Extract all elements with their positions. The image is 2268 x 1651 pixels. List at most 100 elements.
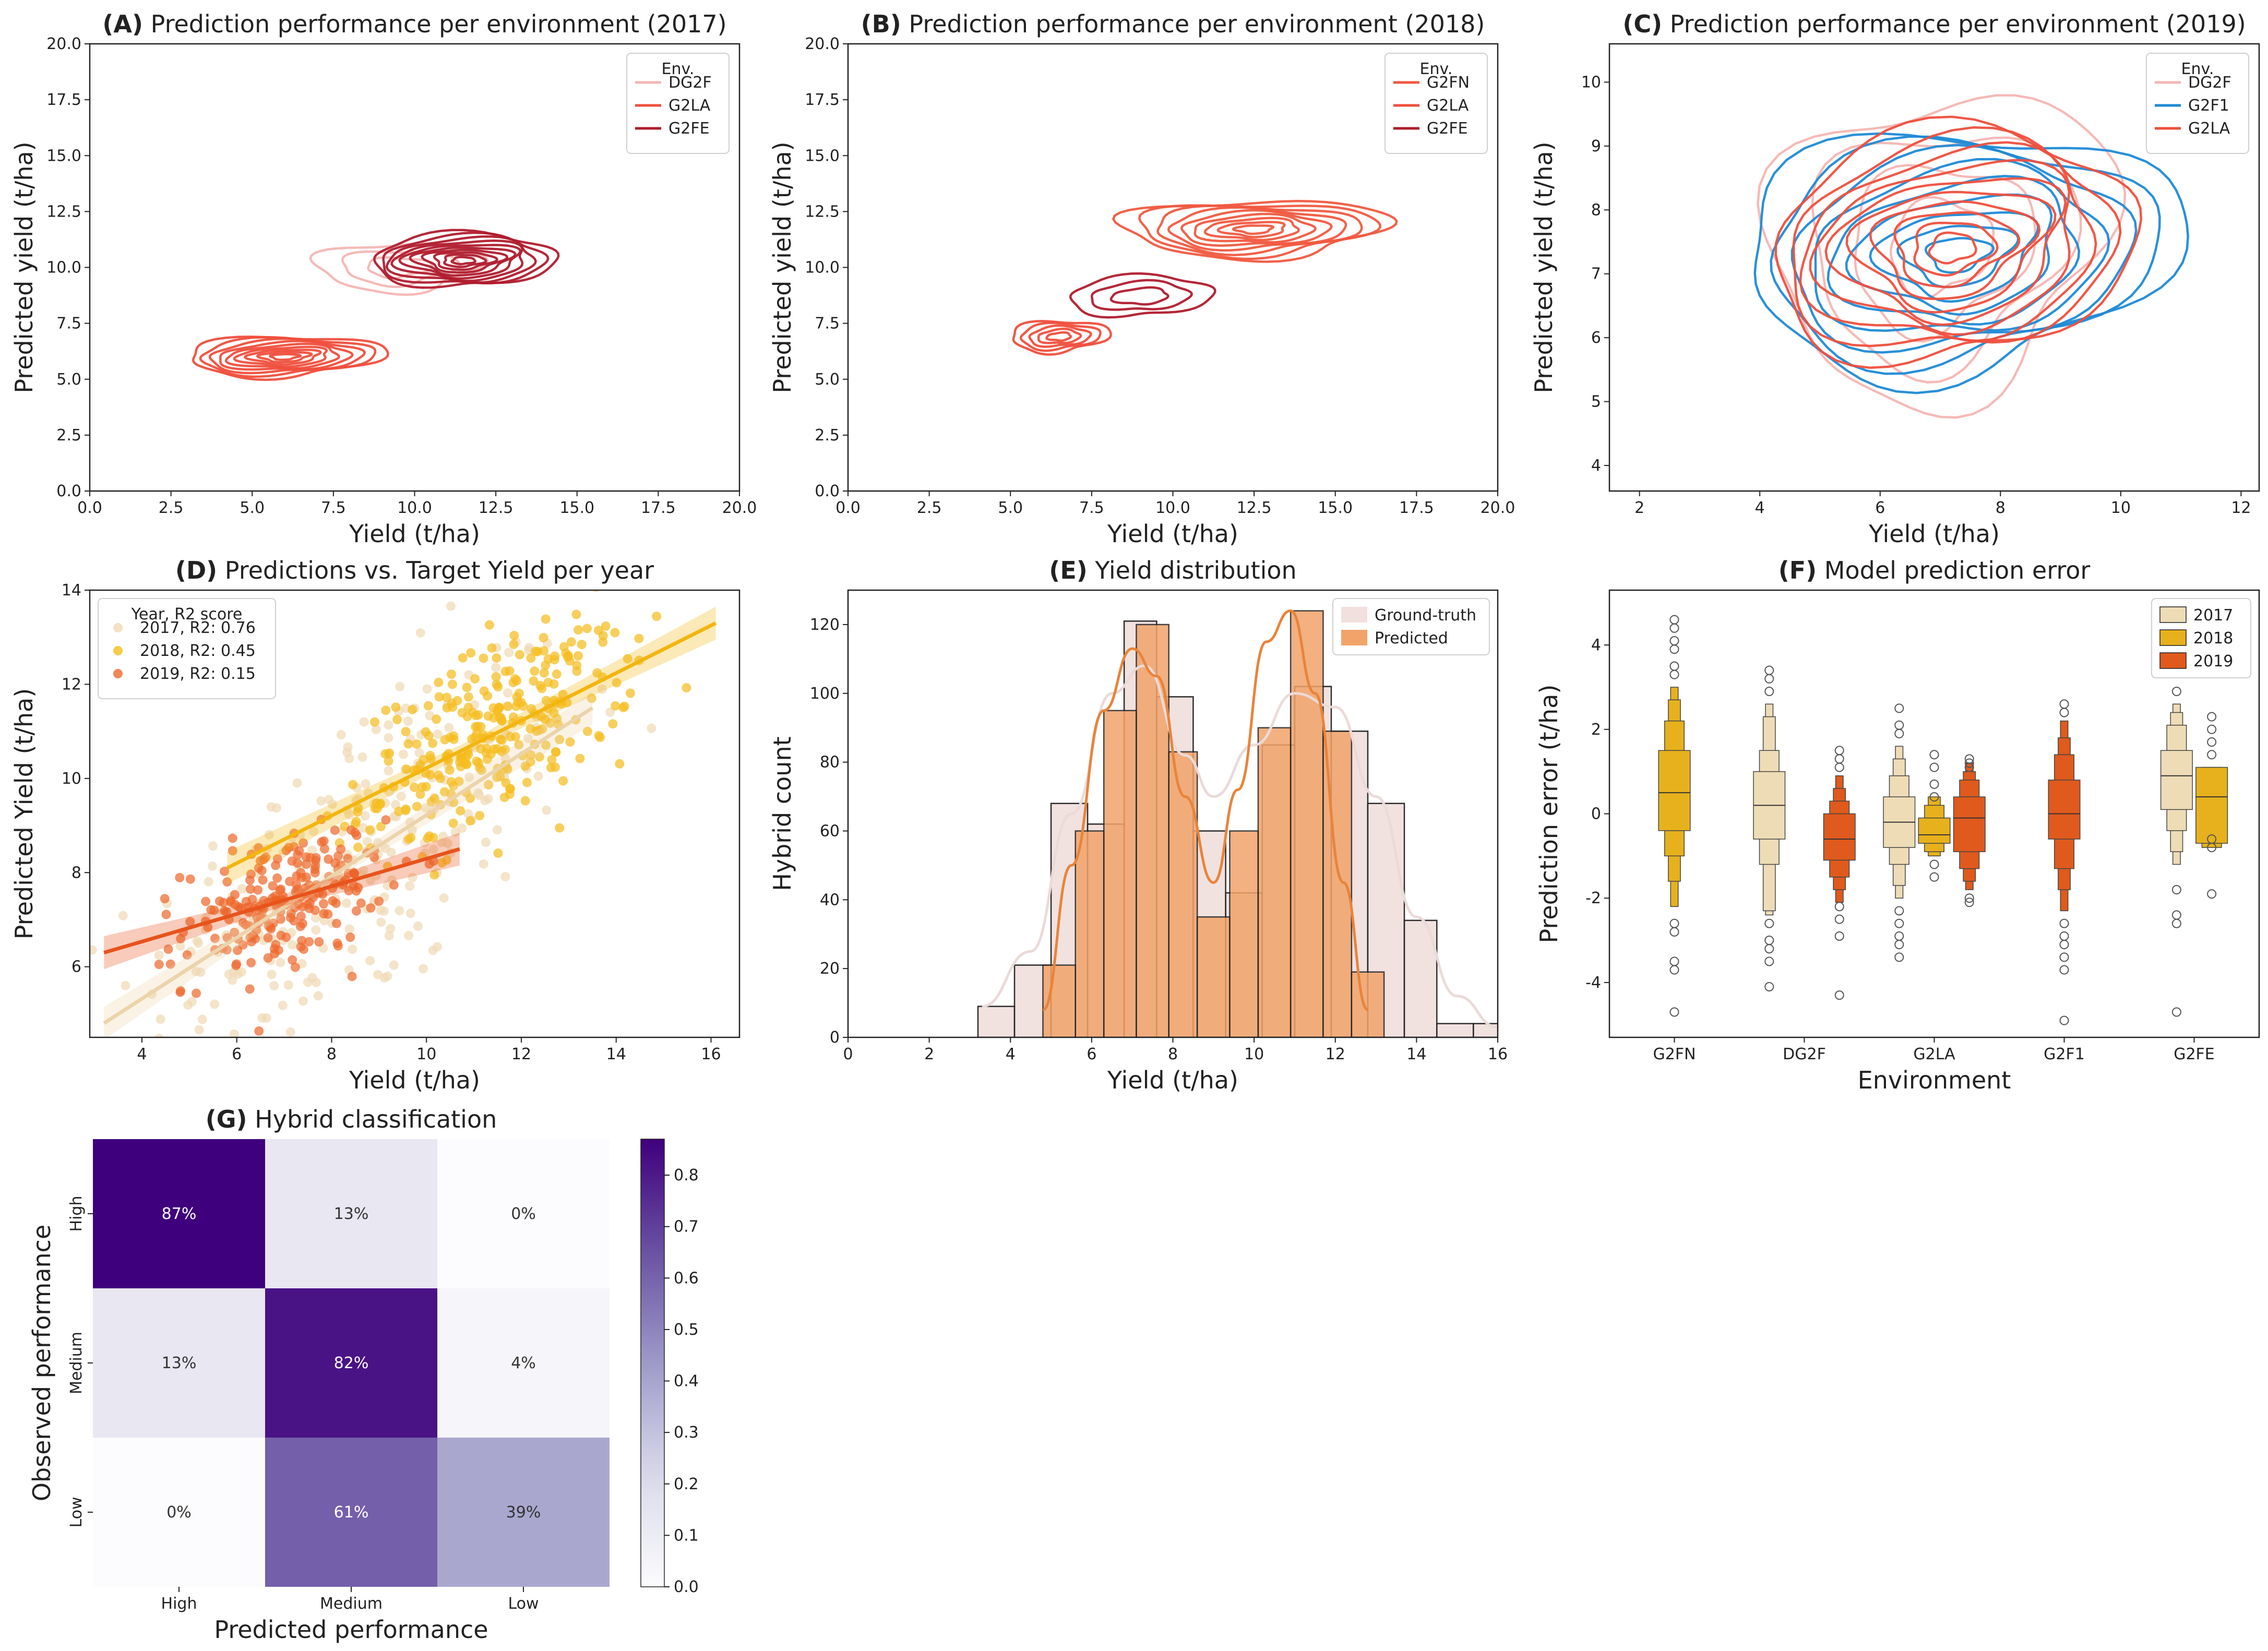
legend-entry: Predicted (1375, 629, 1448, 648)
scatter-point (472, 756, 482, 766)
scatter-point (402, 764, 411, 774)
scatter-point (547, 755, 557, 764)
contour-line (1792, 126, 2122, 348)
scatter-point (434, 692, 444, 702)
legend-title: Env. (662, 60, 695, 78)
y-tick-label: 0.0 (815, 482, 840, 500)
x-tick-label: 5.0 (998, 499, 1023, 517)
y-tick-label: 2.5 (56, 426, 81, 445)
scatter-point (331, 918, 341, 928)
boxen-box (2048, 780, 2081, 840)
scatter-point (605, 707, 615, 717)
x-tick-label: 10 (416, 1045, 436, 1063)
scatter-point (208, 841, 218, 851)
scatter-point (462, 683, 472, 692)
scatter-point (253, 885, 263, 895)
scatter-point (555, 823, 565, 833)
scatter-point (594, 731, 604, 740)
contour-line (367, 256, 434, 280)
outlier-point (1929, 750, 1939, 760)
scatter-point (391, 702, 401, 712)
scatter-point (572, 661, 582, 671)
scatter-point (301, 852, 311, 862)
scatter-point (336, 844, 345, 854)
scatter-point (464, 772, 474, 782)
contour-line (1809, 159, 2071, 336)
outlier-point (1834, 990, 1844, 1000)
scatter-point (403, 716, 413, 726)
legend: Env.G2FN G2LA G2FE (1384, 53, 1488, 154)
contour-line (224, 342, 341, 370)
scatter-point (318, 889, 327, 899)
y-tick-label: Low (67, 1497, 86, 1527)
y-tick-label: 4 (1591, 457, 1601, 475)
y-tick-label: 7.5 (56, 315, 81, 333)
scatter-point (508, 712, 518, 722)
panel-title: (A) Prediction performance per environme… (102, 10, 726, 38)
contour-line (1028, 324, 1092, 348)
scatter-point (592, 668, 602, 678)
scatter-point (365, 956, 375, 966)
y-tick-label: 20.0 (805, 35, 840, 53)
scatter-point (278, 1000, 288, 1010)
x-tick-label: 12.5 (479, 499, 514, 517)
scatter-point (285, 913, 295, 923)
outlier-point (1834, 754, 1844, 764)
scatter-point (208, 862, 218, 871)
boxen-box (1953, 796, 1986, 853)
scatter-point (526, 653, 536, 663)
outlier-point (1764, 956, 1774, 966)
scatter-point (410, 782, 419, 792)
scatter-point (310, 864, 320, 874)
scatter-point (254, 863, 264, 873)
scatter-point (447, 698, 457, 708)
scatter-point (269, 981, 279, 991)
panel-label: (E) (1049, 556, 1087, 584)
scatter-point (264, 830, 274, 840)
scatter-point (550, 655, 559, 665)
scatter-point (652, 612, 662, 621)
panel-title: (D) Predictions vs. Target Yield per yea… (175, 556, 654, 584)
y-tick-label: 2.5 (815, 426, 840, 445)
scatter-point (268, 881, 278, 891)
outlier-point (2059, 708, 2069, 717)
scatter-point (541, 660, 551, 670)
outlier-point (2171, 885, 2181, 895)
x-tick-label: 10.0 (1155, 499, 1190, 517)
scatter-point (401, 804, 411, 814)
scatter-point (245, 884, 255, 894)
contour-line (1913, 221, 1999, 277)
scatter-point (428, 833, 438, 843)
histogram-bar (1168, 751, 1198, 1037)
scatter-point (565, 656, 575, 666)
outlier-point (1669, 636, 1679, 646)
scatter-point (345, 932, 355, 942)
scatter-point (175, 987, 185, 997)
scatter-point (444, 723, 454, 733)
outlier-point (1669, 661, 1679, 671)
kde-curve (1042, 609, 1369, 1011)
outlier-point (1764, 674, 1774, 684)
scatter-point (194, 938, 204, 948)
outlier-point (1669, 623, 1679, 633)
scatter-point (597, 684, 607, 694)
scatter-point (612, 678, 622, 688)
y-tick-label: 0 (1591, 805, 1601, 823)
scatter-point (395, 681, 405, 691)
contour-line (256, 351, 313, 364)
outlier-point (2207, 724, 2217, 734)
scatter-point (86, 1094, 95, 1103)
histogram-bar (1257, 727, 1292, 1037)
x-axis-label: Yield (t/ha) (1107, 1066, 1238, 1094)
scatter-point (90, 945, 97, 955)
x-axis-label: Yield (t/ha) (349, 1066, 480, 1094)
x-tick-label: 10.0 (397, 499, 432, 517)
panel-title: (F) Model prediction error (1778, 556, 2091, 584)
x-tick-label: G2FN (1653, 1045, 1696, 1063)
outlier-point (1764, 944, 1774, 954)
x-tick-label: High (161, 1595, 197, 1613)
legend-title: Year, R2 score (131, 605, 243, 624)
scatter-point (533, 771, 543, 781)
scatter-point (492, 653, 502, 663)
